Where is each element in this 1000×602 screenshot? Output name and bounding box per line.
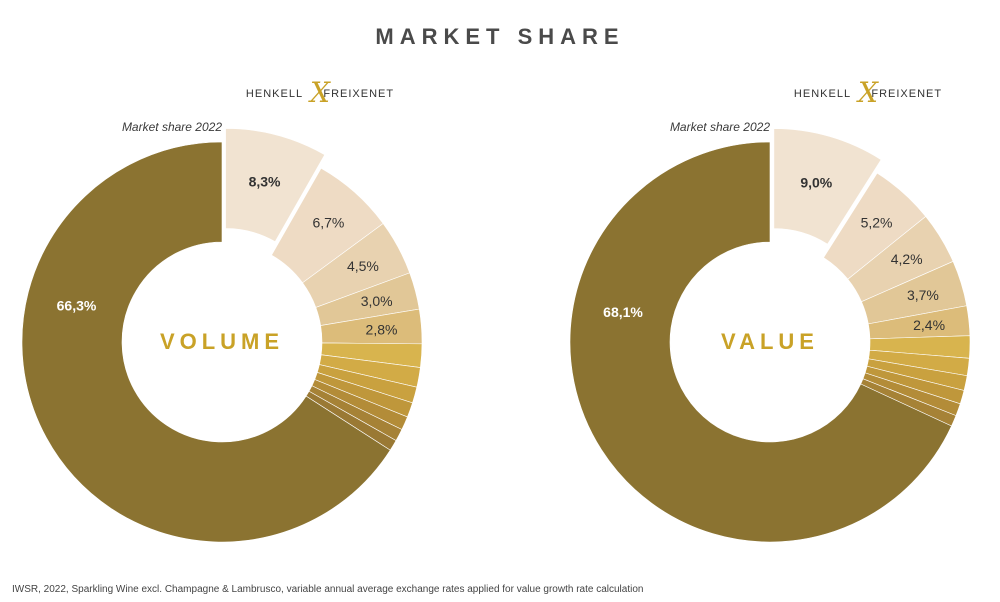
slice-label-4: 2,4% xyxy=(913,317,945,333)
brand-text: HENKELL FREIXENET xyxy=(793,88,943,100)
slice-label-2: 4,5% xyxy=(347,258,379,274)
brand-x-mark: X xyxy=(858,76,878,109)
slice-label-2: 4,2% xyxy=(891,251,923,267)
pie-slice-12 xyxy=(21,141,391,543)
brand-logo: HENKELL FREIXENET X xyxy=(788,76,948,114)
slice-label-3: 3,7% xyxy=(907,287,939,303)
footnote: IWSR, 2022, Sparkling Wine excl. Champag… xyxy=(12,584,644,595)
slice-label-3: 3,0% xyxy=(361,293,393,309)
brand-text: HENKELL FREIXENET xyxy=(245,88,395,100)
volume-chart: 8,3% 6,7% 4,5% 3,0% 2,8% 66,3% Market share 2… xyxy=(0,70,450,550)
page-title: MARKET SHARE xyxy=(375,24,625,49)
volume-caption: Market share 2022 xyxy=(121,120,222,134)
slice-label-4: 2,8% xyxy=(366,322,398,338)
value-caption: Market share 2022 xyxy=(669,120,770,134)
slice-label-11: 68,1% xyxy=(603,304,643,320)
pie-slice-0 xyxy=(225,128,326,243)
pie-slice-0 xyxy=(773,128,882,245)
pie-slice-11 xyxy=(569,141,952,543)
slice-label-1: 6,7% xyxy=(312,215,344,231)
slice-label-1: 5,2% xyxy=(861,215,893,231)
slice-label-0: 9,0% xyxy=(800,175,832,191)
value-center-label: VALUE xyxy=(721,329,819,354)
value-chart: 9,0% 5,2% 4,2% 3,7% 2,4% 68,1% Market share 2… xyxy=(548,70,998,550)
slice-label-0: 8,3% xyxy=(249,174,281,190)
brand-logo: HENKELL FREIXENET X xyxy=(240,76,400,114)
volume-donut: 8,3% 6,7% 4,5% 3,0% 2,8% 66,3% xyxy=(21,128,423,543)
slice-label-12: 66,3% xyxy=(57,298,97,314)
volume-center-label: VOLUME xyxy=(159,329,285,354)
brand-x-mark: X xyxy=(310,76,330,109)
value-donut: 9,0% 5,2% 4,2% 3,7% 2,4% 68,1% xyxy=(569,128,971,543)
